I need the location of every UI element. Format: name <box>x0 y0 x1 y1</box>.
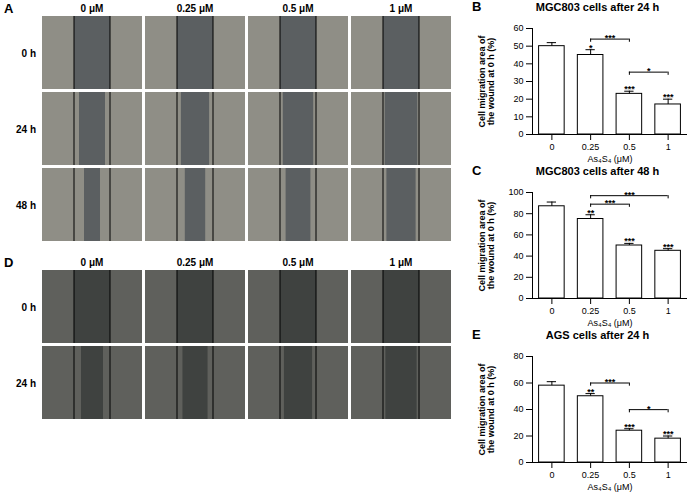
svg-text:40: 40 <box>513 59 523 69</box>
html-text:B: B <box>472 0 482 14</box>
svg-text:20: 20 <box>513 272 523 282</box>
svg-text:0: 0 <box>518 293 523 303</box>
svg-text:***: *** <box>605 198 616 208</box>
svg-text:***: *** <box>605 33 616 43</box>
svg-text:0: 0 <box>549 470 554 480</box>
svg-text:0.5: 0.5 <box>623 306 636 316</box>
svg-text:80: 80 <box>513 209 523 219</box>
svg-text:0.5: 0.5 <box>623 470 636 480</box>
svg-text:10: 10 <box>513 112 523 122</box>
svg-text:***: *** <box>624 422 635 432</box>
html-text:E: E <box>472 327 481 342</box>
svg-text:***: *** <box>624 236 635 246</box>
svg-text:***: *** <box>663 429 674 439</box>
svg-text:0.5: 0.5 <box>623 142 636 152</box>
svg-text:0 h: 0 h <box>22 302 36 313</box>
svg-text:***: *** <box>663 242 674 252</box>
svg-text:***: *** <box>605 377 616 387</box>
svg-text:60: 60 <box>513 23 523 33</box>
svg-text:20: 20 <box>513 431 523 441</box>
svg-text:*: * <box>589 43 593 53</box>
html-text:AGS cells after 24 h: AGS cells after 24 h <box>545 329 650 341</box>
svg-text:50: 50 <box>513 41 523 51</box>
svg-text:As₄S₄ (μM): As₄S₄ (μM) <box>587 154 632 164</box>
svg-text:0.25: 0.25 <box>582 306 600 316</box>
svg-text:As₄S₄ (μM): As₄S₄ (μM) <box>587 318 632 328</box>
svg-text:0: 0 <box>549 306 554 316</box>
svg-text:40: 40 <box>513 251 523 261</box>
svg-text:60: 60 <box>513 378 523 388</box>
svg-text:**: ** <box>587 387 595 397</box>
svg-text:30: 30 <box>513 76 523 86</box>
svg-text:0 μM: 0 μM <box>81 3 104 14</box>
svg-text:***: *** <box>624 84 635 94</box>
svg-text:24 h: 24 h <box>16 378 36 389</box>
svg-text:0: 0 <box>549 142 554 152</box>
svg-text:80: 80 <box>513 351 523 361</box>
html-text:MGC803 cells after 24 h: MGC803 cells after 24 h <box>535 1 660 13</box>
html-text:C: C <box>472 163 482 178</box>
svg-text:1 μM: 1 μM <box>390 3 413 14</box>
svg-text:A: A <box>4 1 14 16</box>
svg-text:*: * <box>647 404 651 414</box>
svg-text:*: * <box>647 66 651 76</box>
svg-text:Cell migration area ofthe woun: Cell migration area ofthe wound at 0 h (… <box>477 34 496 127</box>
svg-text:100: 100 <box>508 187 523 197</box>
svg-text:***: *** <box>663 92 674 102</box>
svg-text:0.5 μM: 0.5 μM <box>282 257 313 268</box>
svg-text:Cell migration area ofthe woun: Cell migration area ofthe wound at 0 h (… <box>477 198 496 291</box>
svg-text:***: *** <box>624 190 635 200</box>
svg-text:48 h: 48 h <box>16 200 36 211</box>
svg-text:60: 60 <box>513 230 523 240</box>
svg-text:40: 40 <box>513 404 523 414</box>
svg-text:0 μM: 0 μM <box>81 257 104 268</box>
svg-text:1: 1 <box>666 470 671 480</box>
svg-text:0 h: 0 h <box>22 48 36 59</box>
svg-text:0: 0 <box>518 129 523 139</box>
svg-text:0.5 μM: 0.5 μM <box>282 3 313 14</box>
svg-text:0.25 μM: 0.25 μM <box>177 257 214 268</box>
svg-text:0.25: 0.25 <box>582 470 600 480</box>
svg-text:D: D <box>4 255 13 270</box>
svg-text:As₄S₄ (μM): As₄S₄ (μM) <box>587 482 632 492</box>
svg-text:**: ** <box>587 208 595 218</box>
svg-text:24 h: 24 h <box>16 124 36 135</box>
svg-text:0.25: 0.25 <box>582 142 600 152</box>
svg-text:1: 1 <box>666 142 671 152</box>
svg-text:0.25 μM: 0.25 μM <box>177 3 214 14</box>
svg-text:Cell migration area ofthe woun: Cell migration area ofthe wound at 0 h (… <box>477 362 496 455</box>
svg-text:1: 1 <box>666 306 671 316</box>
svg-text:0: 0 <box>518 457 523 467</box>
html-text:MGC803 cells after 48 h: MGC803 cells after 48 h <box>535 165 660 177</box>
svg-text:1 μM: 1 μM <box>390 257 413 268</box>
svg-text:20: 20 <box>513 94 523 104</box>
